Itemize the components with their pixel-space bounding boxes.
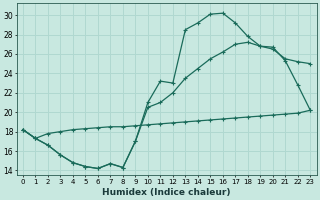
- X-axis label: Humidex (Indice chaleur): Humidex (Indice chaleur): [102, 188, 231, 197]
